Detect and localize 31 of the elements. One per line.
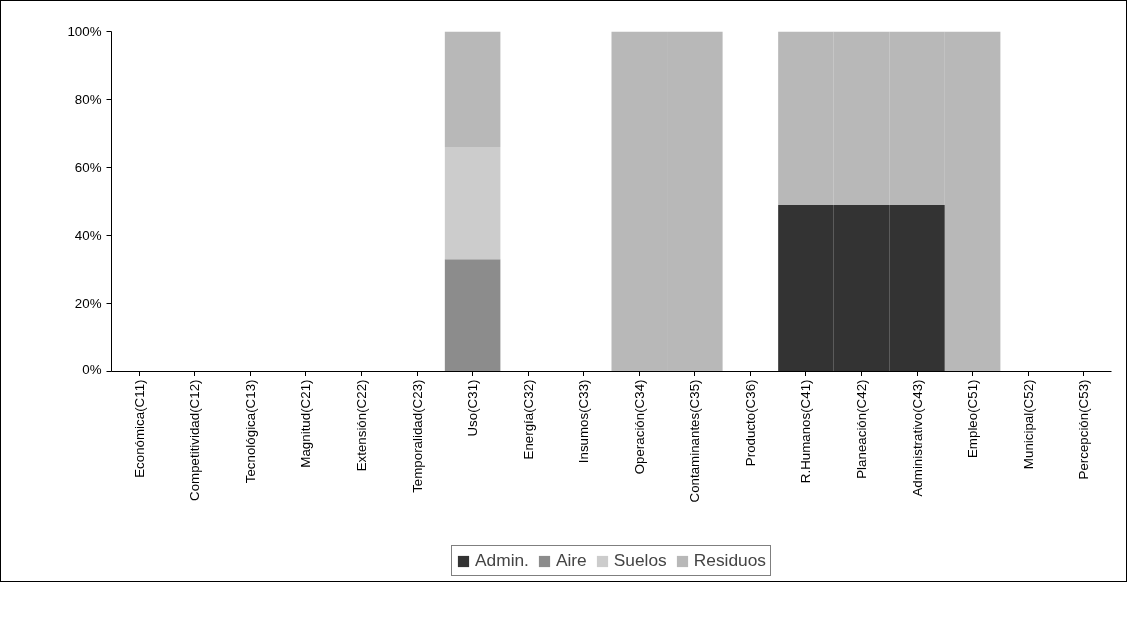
y-tick-label: 20% — [74, 296, 102, 311]
x-tick-label: Uso(C31) — [465, 379, 481, 437]
x-tick-label: Contaminantes(C35) — [687, 379, 703, 503]
legend-label: Residuos — [693, 550, 766, 571]
x-tick-label: Magnitud(C21) — [298, 379, 314, 468]
bar — [444, 31, 501, 148]
y-tick-label: 80% — [74, 92, 102, 107]
x-tick-label: Competitividad(C12) — [187, 379, 203, 501]
legend-label: Admin. — [475, 550, 529, 571]
x-tick-label: Empleo(C51) — [965, 379, 981, 459]
x-tick-label: Municipal(C52) — [1020, 379, 1036, 470]
x-tick-label: Producto(C36) — [742, 379, 758, 467]
x-tick-label: Insumos(C33) — [576, 379, 592, 464]
x-tick-label: Tecnológica(C13) — [242, 379, 258, 484]
legend-label: Aire — [555, 550, 587, 571]
x-tick-label: Percepción(C53) — [1076, 379, 1092, 480]
y-tick-label: 0% — [82, 361, 102, 377]
x-tick-label: Operación(C34) — [631, 379, 647, 475]
x-tick-label: Administrativo(C43) — [909, 379, 925, 497]
x-tick-label: R.Humanos(C41) — [798, 379, 814, 484]
x-tick-label: Extensión(C22) — [354, 379, 369, 472]
x-tick-label: Económica(C11) — [131, 379, 147, 478]
x-tick-label: Planeación(C42) — [854, 379, 869, 479]
bar — [444, 147, 501, 260]
x-tick-label: Energía(C32) — [520, 379, 536, 460]
y-tick-label: 60% — [74, 160, 102, 175]
legend-label: Suelos — [613, 550, 667, 571]
y-tick-label: 100% — [67, 24, 102, 39]
bar — [444, 259, 501, 372]
x-tick-label: Temporalidad(C23) — [409, 379, 425, 493]
y-tick-label: 40% — [74, 228, 102, 243]
